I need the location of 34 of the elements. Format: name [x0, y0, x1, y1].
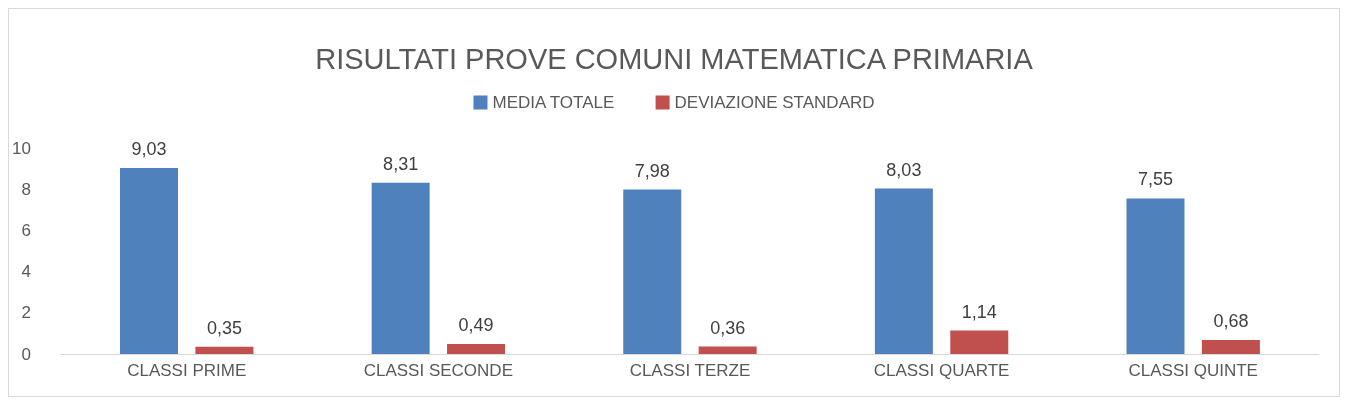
data-label: 7,98 [634, 160, 670, 181]
y-tick-label: 10 [11, 138, 31, 158]
x-tick-label: CLASSI SECONDE [363, 361, 513, 380]
data-label: 7,55 [1137, 169, 1174, 190]
bar [120, 167, 179, 354]
y-tick-label: 2 [21, 303, 31, 323]
bar [950, 330, 1009, 354]
legend-label: MEDIA TOTALE [492, 93, 615, 112]
data-label: 8,03 [886, 159, 922, 180]
legend-label: DEVIAZIONE STANDARD [674, 93, 875, 112]
data-label: 0,49 [458, 314, 494, 335]
data-label: 1,14 [961, 301, 997, 322]
bar [698, 346, 757, 354]
x-tick-label: CLASSI PRIME [127, 361, 247, 380]
data-label: 0,68 [1213, 310, 1249, 331]
bar [874, 188, 933, 354]
y-tick-label: 4 [21, 262, 31, 282]
bar [1126, 198, 1185, 354]
chart-title: RISULTATI PROVE COMUNI MATEMATICA PRIMARIA [315, 42, 1034, 75]
data-label: 9,03 [131, 138, 167, 159]
bar [623, 189, 682, 354]
y-tick-label: 6 [21, 220, 31, 240]
y-tick-label: 0 [21, 344, 31, 364]
data-label: 0,36 [710, 317, 746, 338]
bar [447, 343, 506, 354]
x-tick-label: CLASSI QUINTE [1128, 361, 1258, 380]
x-tick-label: CLASSI TERZE [629, 361, 751, 380]
data-label: 8,31 [383, 153, 419, 174]
bar [1201, 339, 1260, 354]
bar [371, 182, 430, 354]
x-tick-label: CLASSI QUARTE [873, 361, 1010, 380]
bar [195, 346, 254, 354]
data-label: 0,35 [206, 317, 242, 338]
y-tick-label: 8 [21, 179, 31, 199]
